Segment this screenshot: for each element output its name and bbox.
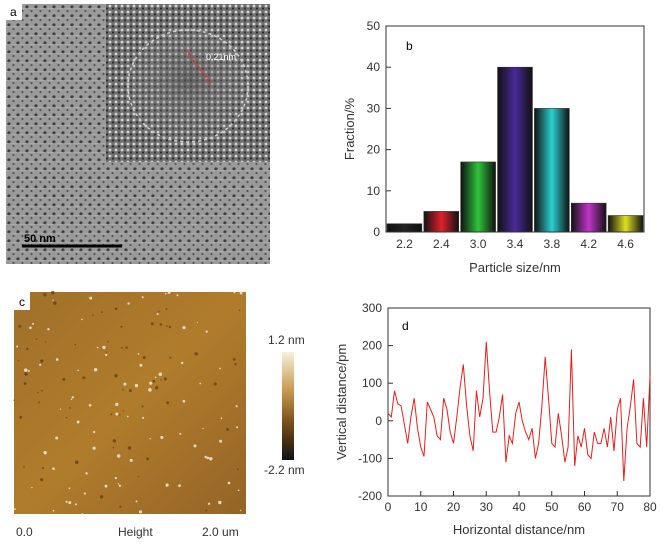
colorbar-min-label: -2.2 nm [264, 463, 305, 477]
afm-x-end-label: 2.0 um [202, 525, 239, 539]
histogram-bar [386, 223, 423, 233]
x-tick-label: 50 [545, 500, 559, 514]
x-tick-label: 30 [480, 500, 494, 514]
x-tick-label: 20 [447, 500, 461, 514]
histogram-bar [534, 108, 570, 233]
y-axis-label: Fraction/% [342, 97, 357, 160]
histogram-svg: 2.2 2.4 3.0 3.4 3.8 4.2 4.6 0 10 20 30 40 50 b Particl… [342, 19, 645, 275]
x-tick-label: 4.2 [580, 237, 597, 251]
x-axis-label: Particle size/nm [469, 260, 561, 275]
y-tick-label: 0 [373, 225, 380, 239]
y-tick-label: -100 [358, 451, 382, 465]
tem-image: 0.21nm a 50 nm [6, 4, 270, 264]
x-tick-label: 2.2 [396, 237, 413, 251]
y-tick-label: 200 [362, 339, 382, 353]
x-axis-label: Horizontal distance/nm [453, 522, 585, 537]
histogram-bar [570, 202, 607, 233]
histogram-bar [497, 66, 533, 233]
y-tick-label: 20 [367, 143, 381, 157]
y-tick-label: 100 [362, 376, 382, 390]
panel-d-label: d [402, 319, 409, 333]
y-axis-label: Vertical distance/pm [334, 344, 349, 460]
afm-image-panel: c 1.2 nm -2.2 nm 0.0 Height 2.0 um [6, 290, 314, 544]
x-tick-label: 2.4 [433, 237, 450, 251]
afm-height-map [14, 292, 246, 514]
x-tick-label: 10 [414, 500, 428, 514]
x-tick-label: 3.0 [470, 237, 487, 251]
y-tick-label: 10 [367, 184, 381, 198]
colorbar-max-label: 1.2 nm [268, 333, 305, 347]
x-tick-label: 70 [611, 500, 625, 514]
y-tick-label: 50 [367, 19, 381, 33]
x-tick-label: 3.8 [544, 237, 561, 251]
histogram-bar [607, 215, 644, 233]
x-tick-label: 60 [578, 500, 592, 514]
profile-line [387, 341, 651, 482]
height-profile-chart: 0 10 20 30 40 50 60 70 80 -200 -100 0 100 200 300 d Hori… [330, 296, 664, 544]
color-scale-bar [282, 352, 294, 460]
plot-frame [385, 25, 645, 233]
afm-image: c 1.2 nm -2.2 nm 0.0 Height 2.0 um [13, 290, 305, 539]
histogram-bar [423, 211, 460, 233]
lattice-spacing-label: 0.21nm [206, 52, 236, 62]
lattice-spacing-marker [185, 49, 212, 85]
x-tick-label: 80 [643, 500, 657, 514]
particle-size-histogram: 2.2 2.4 3.0 3.4 3.8 4.2 4.6 0 10 20 30 40 50 b Particl… [330, 4, 664, 284]
y-tick-label: 0 [375, 414, 382, 428]
y-tick-label: 40 [367, 60, 381, 74]
y-tick-label: -200 [358, 489, 382, 503]
scale-bar-label: 50 nm [24, 233, 56, 245]
panel-a-label: a [10, 5, 17, 19]
y-tick-label: 300 [362, 301, 382, 315]
histogram-bar [460, 161, 496, 233]
x-tick-label: 0 [385, 500, 392, 514]
panel-c-label: c [19, 295, 25, 309]
panel-b-label: b [406, 39, 413, 53]
afm-x-center-label: Height [118, 525, 153, 539]
x-tick-label: 3.4 [507, 237, 524, 251]
y-tick-label: 30 [367, 101, 381, 115]
tem-image-panel: 0.21nm a 50 nm [6, 4, 270, 264]
x-tick-label: 40 [512, 500, 526, 514]
x-tick-label: 4.6 [617, 237, 634, 251]
afm-x-start-label: 0.0 [16, 525, 33, 539]
profile-svg: 0 10 20 30 40 50 60 70 80 -200 -100 0 100 200 300 d Hori… [334, 301, 657, 537]
